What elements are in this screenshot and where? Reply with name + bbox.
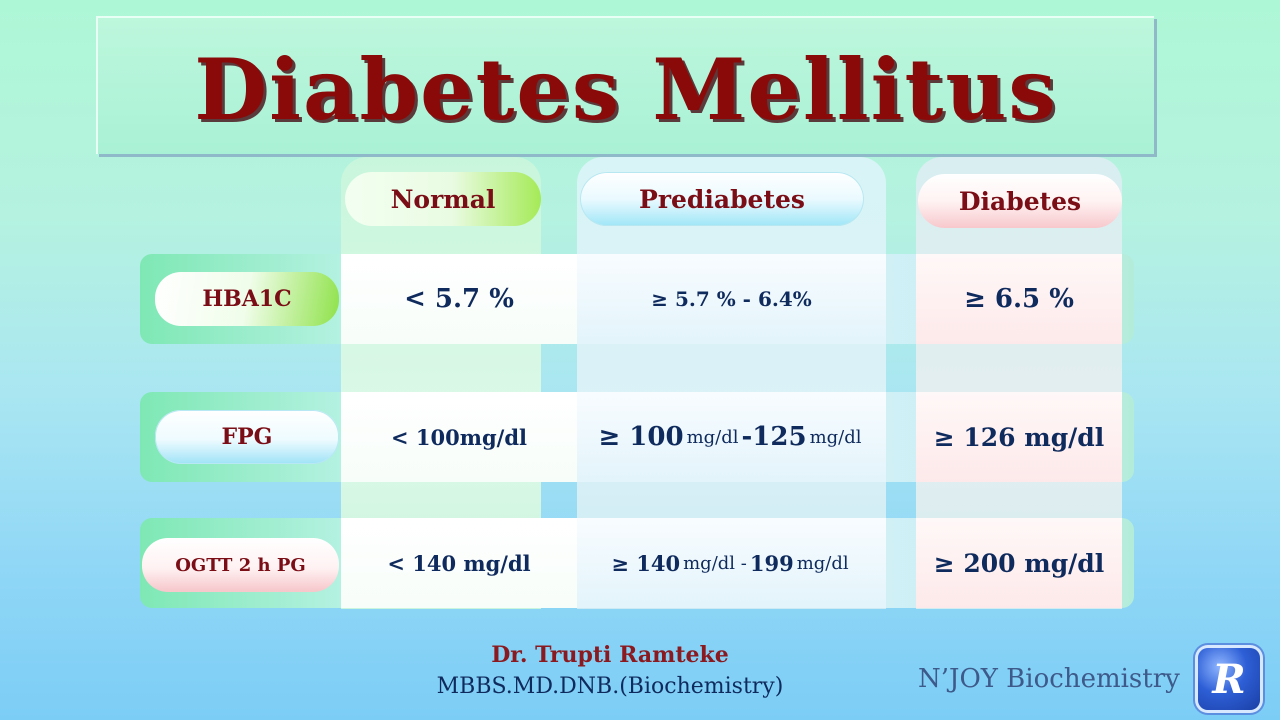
ogtt-pre-unit1: mg/dl - [683,552,747,574]
channel-name: N’JOY Biochemistry [918,664,1180,694]
fpg-pre-high: -125 [741,422,807,452]
cell-hba1c-normal: < 5.7 % [341,254,577,344]
header-prediabetes: Prediabetes [580,172,864,226]
fpg-pre-low: ≥ 100 [598,422,684,452]
cell-fpg-prediabetes: ≥ 100 mg/dl -125 mg/dl [577,392,886,482]
cell-ogtt-diabetes: ≥ 200 mg/dl [916,518,1122,608]
doctor-name: Dr. Trupti Ramteke [491,642,729,668]
row-label-ogtt: OGTT 2 h PG [142,538,339,592]
header-normal: Normal [345,172,541,226]
logo-letter: R [1212,655,1246,703]
fpg-pre-unit2: mg/dl [809,426,862,448]
cell-fpg-diabetes: ≥ 126 mg/dl [916,392,1122,482]
cell-hba1c-prediabetes: ≥ 5.7 % - 6.4% [577,254,886,344]
row-label-hba1c: HBA1C [155,272,339,326]
ogtt-pre-low: ≥ 140 [611,550,681,576]
cell-ogtt-normal: < 140 mg/dl [341,518,577,608]
cell-fpg-normal: < 100mg/dl [341,392,577,482]
page-title: Diabetes Mellitus [194,40,1058,139]
fpg-pre-unit1: mg/dl [686,426,739,448]
row-label-fpg: FPG [155,410,339,464]
ogtt-pre-unit2: mg/dl [796,552,849,574]
cell-ogtt-prediabetes: ≥ 140 mg/dl - 199 mg/dl [577,518,886,608]
ogtt-pre-high: 199 [749,550,794,576]
doctor-degrees: MBBS.MD.DNB.(Biochemistry) [436,674,784,699]
channel-logo-icon: R [1198,648,1260,710]
title-banner: Diabetes Mellitus [96,16,1154,154]
header-diabetes: Diabetes [918,174,1122,228]
cell-hba1c-diabetes: ≥ 6.5 % [916,254,1122,344]
